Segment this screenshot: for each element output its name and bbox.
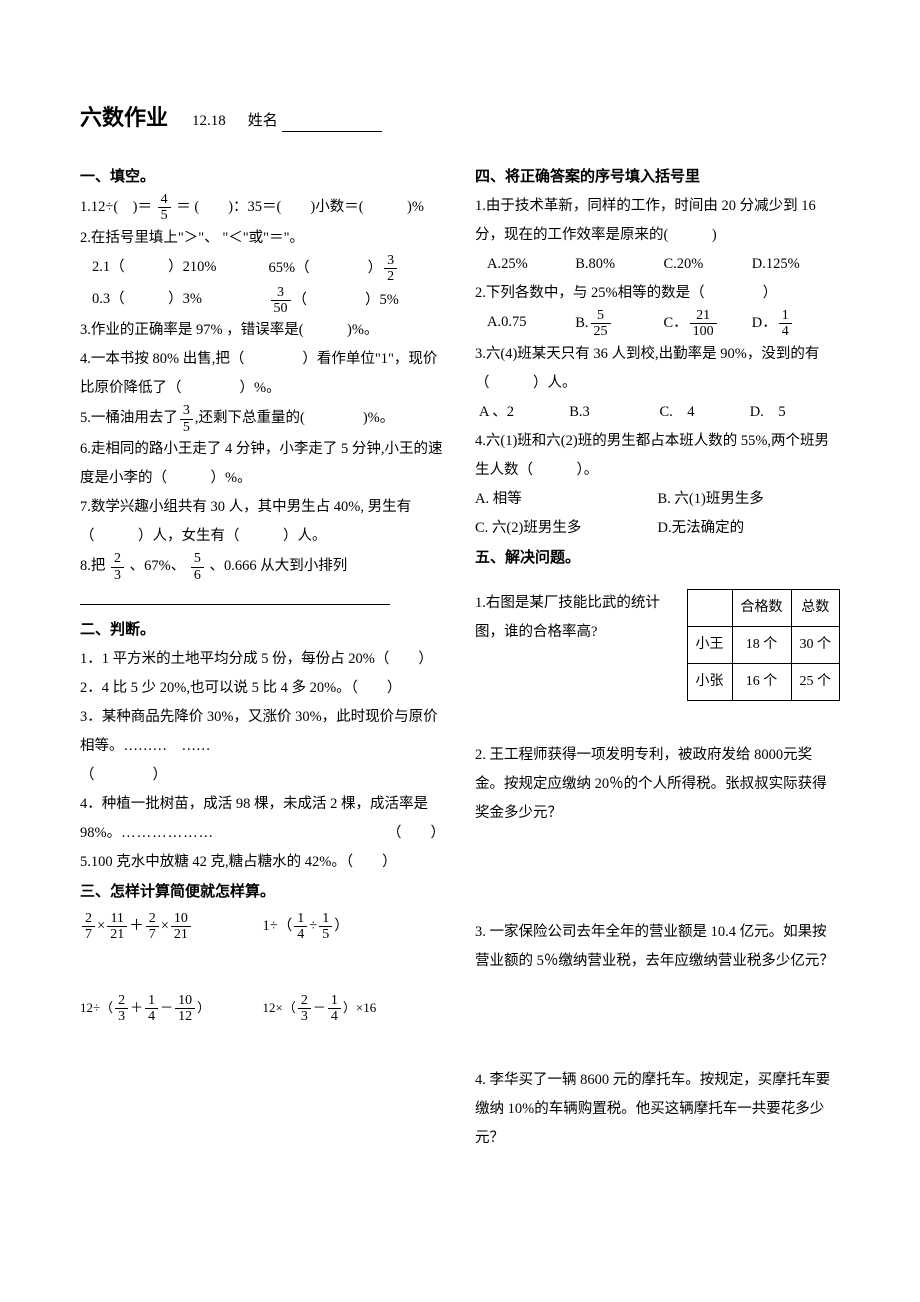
right-column: 四、将正确答案的序号填入括号里 1.由于技术革新，同样的工作，时间由 20 分减… — [475, 162, 840, 1153]
q5-1: 合格数总数 小王18 个30 个 小张16 个25 个 1.右图是某厂技能比武的… — [475, 589, 840, 701]
q5-3: 3. 一家保险公司去年全年的营业额是 10.4 亿元。如果按营业额的 5％缴纳营… — [475, 918, 840, 976]
q2-2: 2．4 比 5 少 20%,也可以说 5 比 4 多 20%。（ ） — [80, 674, 445, 703]
q2-3b: （ ） — [80, 761, 445, 790]
doc-title: 六数作业 — [80, 105, 168, 130]
q1-2-row2: 0.3（ ）3% 350（ ）5% — [80, 285, 445, 317]
q1-3: 3.作业的正确率是 97% ，错误率是( )%。 — [80, 316, 445, 345]
section-5-title: 五、解决问题。 — [475, 543, 840, 573]
section-4-title: 四、将正确答案的序号填入括号里 — [475, 162, 840, 192]
q2-4: 4．种植一批树苗，成活 98 棵，未成活 2 棵，成活率是 98%。………………… — [80, 790, 445, 848]
q5-2: 2. 王工程师获得一项发明专利，被政府发给 8000元奖金。按规定应缴纳 20％… — [475, 741, 840, 828]
q2-5: 5.100 克水中放糖 42 克,糖占糖水的 42%。（ ） — [80, 848, 445, 877]
calc-row-1: 27×1121＋27×1021 1÷（14÷15） — [80, 911, 445, 943]
left-column: 一、填空。 1.12÷( )＝ 45 ＝ ( )：35＝( )小数＝( )% 2… — [80, 162, 445, 1153]
q5-1-table: 合格数总数 小王18 个30 个 小张16 个25 个 — [687, 589, 841, 701]
name-field[interactable] — [282, 131, 382, 132]
q1-1: 1.12÷( )＝ 45 ＝ ( )：35＝( )小数＝( )% — [80, 192, 445, 224]
q2-1: 1．1 平方米的土地平均分成 5 份，每份占 20%（ ） — [80, 645, 445, 674]
q4-4: 4.六(1)班和六(2)班的男生都占本班人数的 55%,两个班男生人数（ ）。 — [475, 427, 840, 485]
date: 12.18 — [192, 113, 226, 129]
q4-3-opts: A 、2B.3C. 4D. 5 — [475, 398, 840, 427]
q4-3: 3.六(4)班某天只有 36 人到校,出勤率是 90%，没到的有（ ）人。 — [475, 340, 840, 398]
q2-3: 3．某种商品先降价 30%，又涨价 30%，此时现价与原价相等。……… …… — [80, 703, 445, 761]
q4-1: 1.由于技术革新，同样的工作，时间由 20 分减少到 16 分，现在的工作效率是… — [475, 192, 840, 250]
q4-2-opts: A.0.75 B.525 C．21100 D．14 — [475, 308, 840, 340]
header: 六数作业 12.18 姓名 — [80, 100, 840, 132]
q1-2-row1: 2.1（ ）210% 65%（ ）32 — [80, 253, 445, 285]
q1-5: 5.一桶油用去了35,还剩下总重量的( )%。 — [80, 403, 445, 435]
section-1-title: 一、填空。 — [80, 162, 445, 192]
name-label: 姓名 — [248, 113, 278, 129]
q4-4-opts2: C. 六(2)班男生多D.无法确定的 — [475, 514, 840, 543]
q5-4: 4. 李华买了一辆 8600 元的摩托车。按规定，买摩托车要缴纳 10%的车辆购… — [475, 1066, 840, 1153]
q4-4-opts1: A. 相等B. 六(1)班男生多 — [475, 485, 840, 514]
q4-2: 2.下列各数中，与 25%相等的数是（ ） — [475, 279, 840, 308]
q1-2: 2.在括号里填上"＞"、 "＜"或"＝"。 — [80, 224, 445, 253]
calc-row-2: 12÷（23＋14－1012） 12×（23－14）×16 — [80, 993, 445, 1025]
q1-4: 4.一本书按 80% 出售,把（ ）看作单位"1"，现价比原价降低了（ ）%。 — [80, 345, 445, 403]
section-3-title: 三、怎样计算简便就怎样算。 — [80, 877, 445, 907]
q4-1-opts: A.25%B.80%C.20%D.125% — [475, 250, 840, 279]
q1-8: 8.把 23 、67%、 56 、0.666 从大到小排列 — [80, 551, 445, 583]
section-2-title: 二、判断。 — [80, 615, 445, 645]
q1-7: 7.数学兴趣小组共有 30 人，其中男生占 40%, 男生有（ ）人，女生有（ … — [80, 493, 445, 551]
q1-6: 6.走相同的路小王走了 4 分钟，小李走了 5 分钟,小王的速度是小李的（ ）%… — [80, 435, 445, 493]
answer-line[interactable] — [80, 603, 390, 605]
